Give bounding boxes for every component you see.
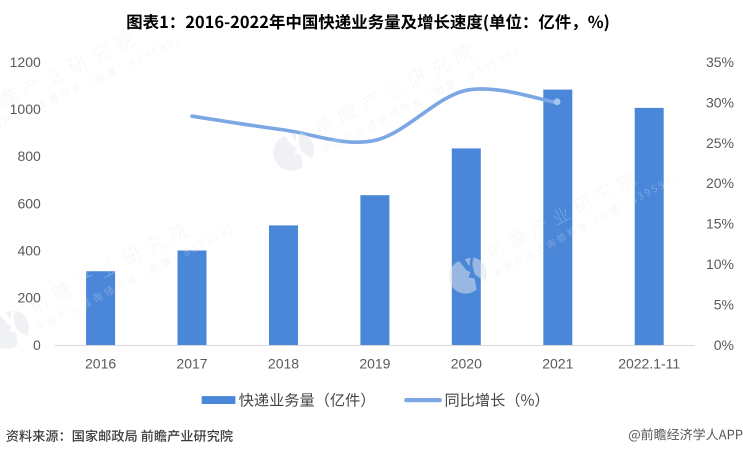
svg-text:2021: 2021 <box>542 356 573 372</box>
svg-text:25%: 25% <box>706 135 734 151</box>
svg-text:200: 200 <box>17 290 41 306</box>
svg-text:1200: 1200 <box>10 54 41 70</box>
svg-text:2020: 2020 <box>451 356 482 372</box>
svg-text:0: 0 <box>33 337 41 353</box>
svg-text:2022.1-11: 2022.1-11 <box>618 356 680 372</box>
svg-text:800: 800 <box>17 148 41 164</box>
svg-text:1000: 1000 <box>10 101 41 117</box>
svg-text:400: 400 <box>17 243 41 259</box>
svg-text:2019: 2019 <box>359 356 390 372</box>
svg-text:0%: 0% <box>714 337 734 353</box>
svg-text:35%: 35% <box>706 54 734 70</box>
svg-text:5%: 5% <box>714 297 734 313</box>
svg-text:2016: 2016 <box>85 356 116 372</box>
svg-text:2017: 2017 <box>176 356 207 372</box>
svg-text:30%: 30% <box>706 94 734 110</box>
svg-text:600: 600 <box>17 195 41 211</box>
svg-text:15%: 15% <box>706 216 734 232</box>
svg-text:10%: 10% <box>706 256 734 272</box>
svg-text:20%: 20% <box>706 175 734 191</box>
svg-text:2018: 2018 <box>268 356 299 372</box>
